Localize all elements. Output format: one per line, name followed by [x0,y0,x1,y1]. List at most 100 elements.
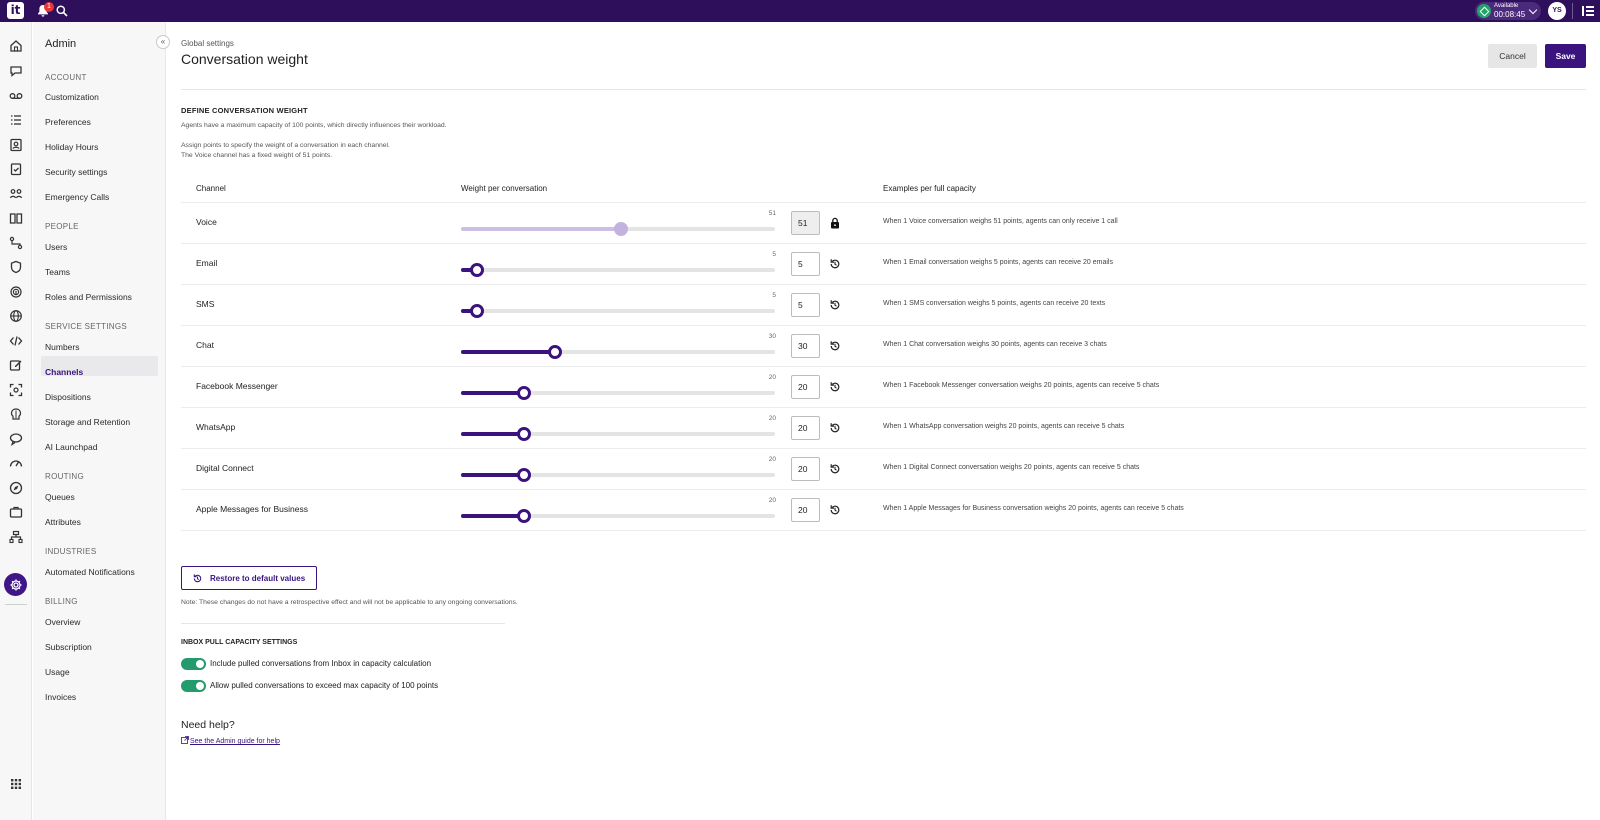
sidebar-item-security-settings[interactable]: Security settings [45,167,108,177]
sidebar-item-subscription[interactable]: Subscription [45,642,92,652]
sidebar-item-customization[interactable]: Customization [45,92,99,102]
page-title: Conversation weight [181,51,308,67]
chat-bubble-icon[interactable] [8,431,24,447]
slider-thumb[interactable] [517,385,531,400]
slider-thumb[interactable] [470,303,484,318]
allow-exceed-label: Allow pulled conversations to exceed max… [210,681,439,690]
weight-input[interactable]: 20 [791,374,820,399]
avatar[interactable]: YS [1548,2,1566,20]
search-icon[interactable] [54,3,70,19]
slider-thumb[interactable] [548,344,562,359]
sidebar-item-holiday-hours[interactable]: Holiday Hours [45,142,99,152]
sidebar-item-usage[interactable]: Usage [45,667,70,677]
collapse-sidebar-icon[interactable]: « [156,35,170,49]
sidebar-item-queues[interactable]: Queues [45,492,75,502]
sidebar-item-automated-notifications[interactable]: Automated Notifications [45,567,135,577]
conversations-icon[interactable] [8,63,24,79]
slider-value-label: 30 [768,332,776,340]
sidebar-item-roles-permissions[interactable]: Roles and Permissions [45,292,132,302]
rail-divider [5,604,27,605]
sidebar-item-numbers[interactable]: Numbers [45,342,80,352]
slider-thumb[interactable] [517,426,531,441]
sidebar-item-channels[interactable]: Channels [45,367,84,377]
reset-icon[interactable] [829,463,841,475]
breadcrumb[interactable]: Global settings [181,39,234,48]
weight-input[interactable]: 5 [791,251,820,276]
code-icon[interactable] [8,333,24,349]
cancel-button[interactable]: Cancel [1488,44,1537,68]
sidebar-item-dispositions[interactable]: Dispositions [45,392,91,402]
fingerprint-icon[interactable] [8,284,24,300]
scan-icon[interactable] [8,382,24,398]
section-heading: DEFINE CONVERSATION WEIGHT [181,106,308,115]
contacts-icon[interactable] [8,137,24,153]
reset-icon[interactable] [829,422,841,434]
app-grid-icon[interactable] [8,776,24,792]
settings-gear-icon[interactable] [8,577,24,593]
weight-input[interactable]: 30 [791,333,820,358]
include-pulled-toggle[interactable] [181,658,206,670]
weight-input[interactable]: 20 [791,456,820,481]
book-icon[interactable] [8,210,24,226]
home-icon[interactable] [8,38,24,54]
tasks-icon[interactable] [8,161,24,177]
slider-thumb[interactable] [517,467,531,482]
dashboard-gauge-icon[interactable] [8,455,24,471]
list-icon[interactable] [8,112,24,128]
globe-icon[interactable] [8,308,24,324]
reset-icon[interactable] [829,504,841,516]
weight-slider[interactable] [461,385,775,400]
channel-name: Chat [196,339,214,350]
weight-input[interactable]: 5 [791,292,820,317]
slider-fill [461,513,524,518]
team-icon[interactable] [8,186,24,202]
slider-value-label: 51 [768,209,776,217]
sidebar-item-overview[interactable]: Overview [45,617,81,627]
weight-input[interactable]: 20 [791,415,820,440]
sidebar-item-invoices[interactable]: Invoices [45,692,77,702]
notification-badge: 1 [44,2,54,12]
slider-thumb[interactable] [517,508,531,523]
edit-icon[interactable] [8,357,24,373]
retrospective-note: Note: These changes do not have a retros… [181,599,518,606]
reset-icon[interactable] [829,299,841,311]
sidebar-title: Admin [45,38,77,50]
channel-name: Facebook Messenger [196,380,278,391]
admin-guide-link[interactable]: See the Admin guide for help [181,736,280,745]
reset-icon[interactable] [829,340,841,352]
capacity-example: When 1 Voice conversation weighs 51 poin… [883,217,1118,225]
allow-exceed-toggle[interactable] [181,680,206,692]
save-button[interactable]: Save [1545,44,1586,68]
sidebar-item-preferences[interactable]: Preferences [45,117,91,127]
panel-list-icon[interactable] [1580,3,1596,19]
weight-input[interactable]: 20 [791,497,820,522]
workflow-icon[interactable] [8,235,24,251]
sidebar-item-emergency-calls[interactable]: Emergency Calls [45,192,110,202]
weight-slider[interactable] [461,303,775,318]
hierarchy-icon[interactable] [8,529,24,545]
shield-icon[interactable] [8,259,24,275]
restore-defaults-button[interactable]: Restore to default values [181,566,317,590]
reset-icon[interactable] [829,258,841,270]
weight-slider[interactable] [461,508,775,523]
voicemail-icon[interactable] [8,88,24,104]
row-divider [181,407,1586,408]
external-link-icon [181,736,189,744]
sidebar-item-attributes[interactable]: Attributes [45,517,81,527]
capacity-example: When 1 Apple Messages for Business conve… [883,504,1184,512]
reset-icon[interactable] [829,381,841,393]
weight-slider[interactable] [461,426,775,441]
weight-slider[interactable] [461,344,775,359]
sidebar-item-users[interactable]: Users [45,242,68,252]
weight-slider[interactable] [461,467,775,482]
compass-icon[interactable] [8,480,24,496]
status-selector[interactable]: Available 00:08:45 [1475,2,1541,20]
briefcase-icon[interactable] [8,504,24,520]
ai-brain-icon[interactable] [8,406,24,422]
sidebar-item-ai-launchpad[interactable]: AI Launchpad [45,442,98,452]
slider-thumb[interactable] [470,262,484,277]
sidebar-item-storage-retention[interactable]: Storage and Retention [45,417,131,427]
sidebar-item-teams[interactable]: Teams [45,267,71,277]
weight-slider[interactable] [461,262,775,277]
app-logo[interactable]: it [7,2,24,19]
